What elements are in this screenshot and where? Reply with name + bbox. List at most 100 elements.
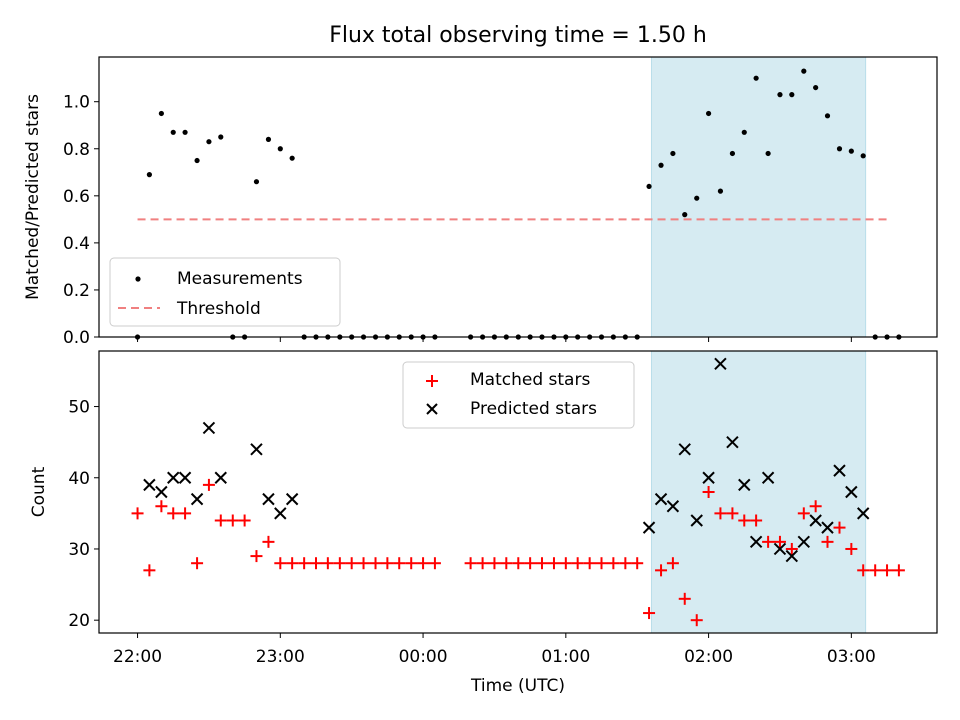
plot-frame [98, 350, 938, 634]
data-point-predicted [666, 500, 680, 513]
data-point-matched [500, 557, 513, 570]
data-point-matched [357, 557, 370, 570]
y-tick-label: 40 [68, 469, 90, 489]
y-tick-label: 0.2 [63, 281, 90, 301]
data-point-matched [738, 514, 751, 527]
data-point-matched [321, 557, 334, 570]
data-point-matched [131, 507, 144, 520]
y-tick-label: 0.8 [63, 140, 90, 160]
data-point-matched [155, 500, 168, 513]
data-point-matched [464, 557, 477, 570]
data-point [682, 212, 688, 218]
data-point [646, 183, 652, 190]
data-point-matched [512, 557, 525, 570]
data-point [717, 188, 724, 194]
data-point [777, 92, 783, 98]
data-point-matched [702, 486, 715, 498]
data-point [670, 150, 676, 157]
data-point-predicted [285, 492, 299, 506]
data-point [253, 179, 260, 185]
data-point-matched [869, 564, 882, 577]
y-tick-label: 0.6 [63, 187, 90, 207]
data-point [860, 153, 866, 159]
data-point-matched [750, 514, 763, 527]
data-point-predicted [642, 521, 656, 534]
data-point-matched [191, 557, 204, 570]
data-point-predicted [833, 464, 846, 477]
x-tick-label: 00:00 [399, 647, 448, 667]
data-point [170, 129, 176, 135]
data-point-matched [619, 557, 632, 570]
y-tick-label: 0.0 [63, 328, 90, 348]
data-point-matched [369, 557, 382, 570]
data-point [741, 129, 747, 135]
data-point [218, 134, 224, 140]
data-point-matched [655, 564, 668, 577]
data-point-matched [809, 500, 822, 513]
data-point-matched [428, 557, 441, 570]
data-point-matched [298, 557, 311, 570]
data-point-predicted [250, 443, 263, 456]
legend: Matched stars Predicted stars [402, 361, 635, 429]
data-point-matched [595, 557, 608, 570]
data-point [824, 113, 831, 119]
data-point-matched [631, 557, 644, 570]
data-point-predicted [714, 357, 727, 371]
legend-marker-matched [426, 375, 438, 387]
data-point-matched [345, 557, 358, 570]
data-point-matched [583, 557, 596, 570]
data-point-matched [393, 557, 406, 570]
data-point [182, 129, 188, 135]
data-point-matched [202, 478, 215, 491]
y-ticks-bottom: 20 30 40 50 [68, 398, 99, 631]
data-point [194, 157, 200, 164]
x-tick-label: 02:00 [684, 647, 733, 667]
data-point-predicted [167, 471, 180, 484]
legend-box [402, 361, 635, 429]
data-point-predicted [856, 507, 870, 520]
y-tick-label: 20 [68, 611, 90, 631]
data-point-matched [381, 557, 394, 570]
x-tick-label: 03:00 [827, 647, 876, 667]
data-point-predicted [738, 478, 751, 492]
data-point-matched [250, 550, 263, 563]
data-point [694, 195, 700, 201]
data-point-matched [892, 564, 905, 577]
data-point-matched [262, 535, 275, 548]
data-point-predicted [785, 549, 799, 563]
legend: Measurements Threshold [109, 257, 341, 327]
data-point-matched [607, 557, 620, 570]
y-tick-label: 50 [68, 398, 90, 418]
chart-title: Flux total observing time = 1.50 h [329, 23, 707, 48]
shaded-window [650, 350, 867, 634]
data-point-matched [881, 564, 894, 577]
data-point-matched [678, 592, 691, 605]
data-point-matched [286, 557, 299, 570]
data-point-matched [773, 535, 786, 548]
legend-label-threshold: Threshold [176, 299, 261, 319]
data-point-predicted [797, 535, 811, 549]
data-point-matched [857, 564, 870, 577]
data-point [836, 146, 843, 152]
data-point-predicted [761, 471, 775, 484]
plot-frame [98, 56, 938, 338]
x-tick-label: 23:00 [256, 647, 305, 667]
data-point [848, 148, 854, 154]
shaded-window [650, 56, 867, 338]
count-points [131, 357, 905, 627]
y-tick-label: 30 [68, 540, 90, 560]
data-point-predicted [678, 443, 691, 456]
y-tick-label: 1.0 [63, 93, 90, 113]
data-point-matched [238, 514, 251, 527]
data-point [753, 75, 759, 81]
data-point-matched [690, 614, 703, 627]
data-point-predicted [749, 535, 763, 549]
data-point-matched [226, 514, 239, 527]
x-axis-label: Time (UTC) [470, 676, 565, 696]
y-axis-label: Count [29, 466, 49, 517]
data-point [813, 84, 819, 91]
data-point-predicted [809, 514, 822, 527]
legend-marker-predicted [426, 403, 438, 415]
data-point-matched [524, 557, 537, 570]
data-point-matched [714, 507, 727, 520]
